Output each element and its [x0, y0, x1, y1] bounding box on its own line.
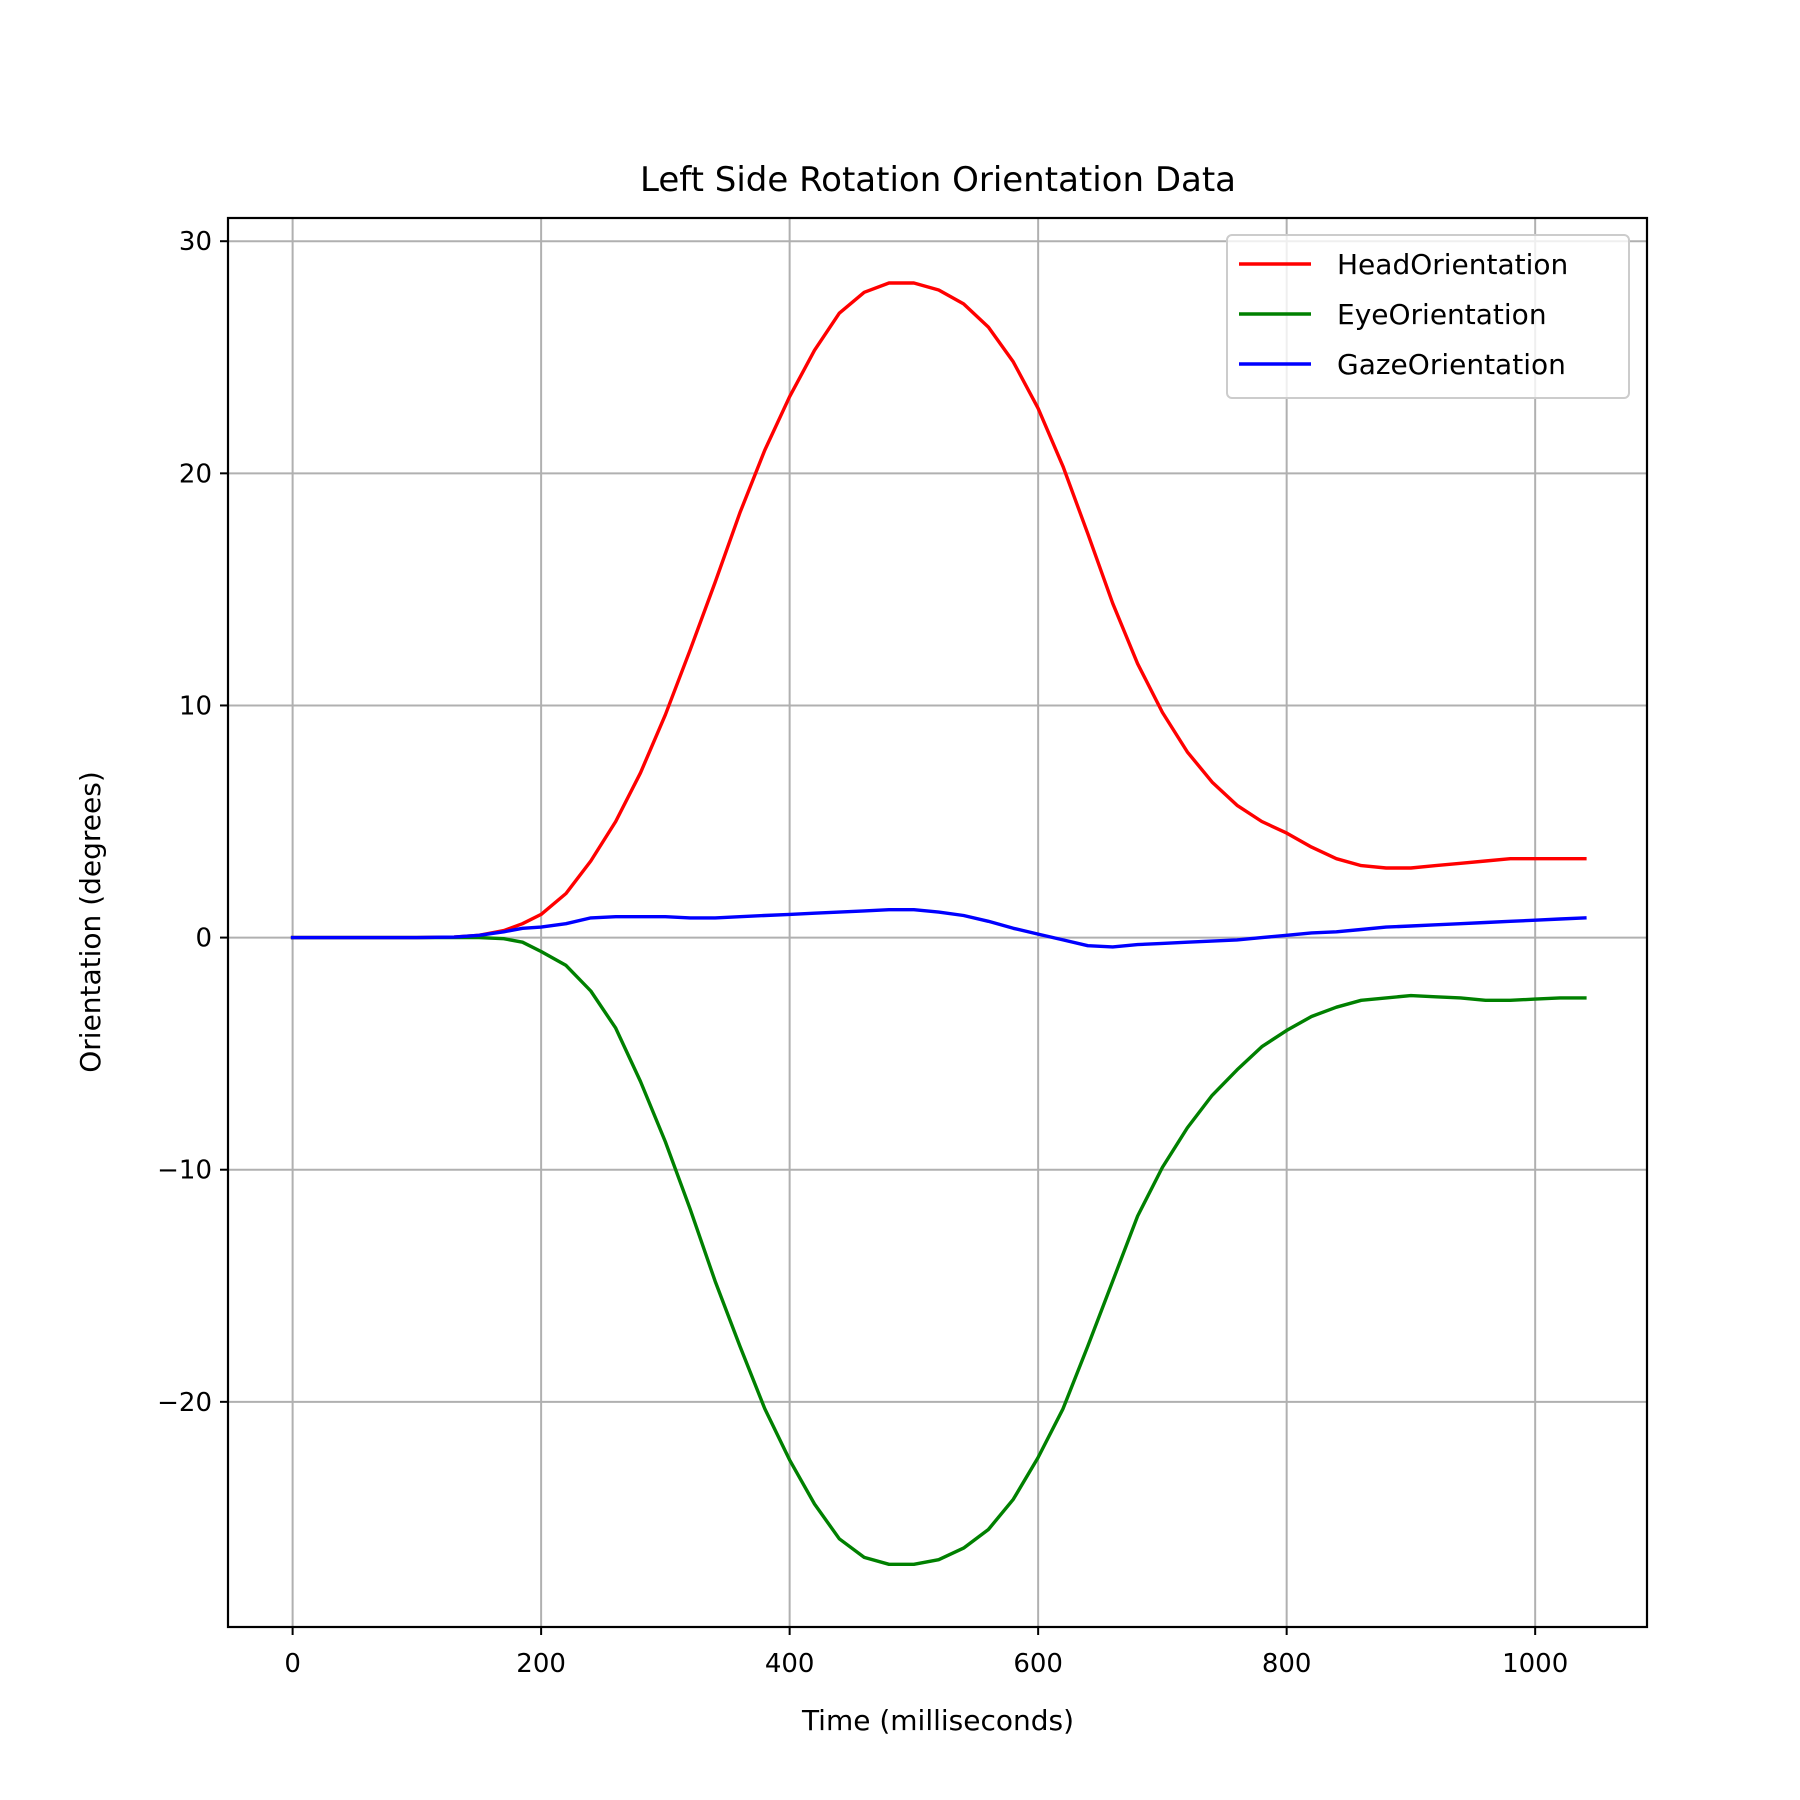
- eye-orientation-legend-label: EyeOrientation: [1337, 298, 1547, 331]
- y-tick-label: 20: [179, 459, 212, 489]
- plot-area-frame: [226, 216, 1649, 1629]
- y-tick-label: 30: [179, 227, 212, 257]
- head-orientation-line: [290, 281, 1587, 940]
- x-tick-label: 800: [1262, 1649, 1312, 1679]
- gaze-orientation-legend-label: GazeOrientation: [1337, 348, 1566, 381]
- eye-orientation-line: [290, 935, 1587, 1566]
- y-tick-label: −20: [157, 1388, 212, 1418]
- x-axis-label: Time (milliseconds): [801, 1704, 1074, 1737]
- head-orientation-legend-label: HeadOrientation: [1337, 248, 1568, 281]
- y-tick-label: −10: [157, 1156, 212, 1186]
- grid-lines: [228, 218, 1647, 1627]
- x-tick-label: 1000: [1502, 1649, 1568, 1679]
- legend: HeadOrientation EyeOrientation GazeOrienta…: [1226, 234, 1630, 399]
- gaze-orientation-line: [290, 908, 1587, 949]
- axis-ticks: 0 200 400 600 800 1000 30 20 10 0 −10 −20: [157, 227, 1568, 1679]
- x-tick-label: 200: [516, 1649, 566, 1679]
- legend-box: [1226, 234, 1630, 399]
- x-tick-label: 400: [765, 1649, 815, 1679]
- y-tick-label: 0: [195, 924, 212, 954]
- y-tick-label: 10: [179, 691, 212, 721]
- chart-title: Left Side Rotation Orientation Data: [640, 160, 1236, 200]
- series-lines: [290, 281, 1587, 1566]
- x-tick-label: 600: [1013, 1649, 1063, 1679]
- x-tick-label: 0: [284, 1649, 301, 1679]
- y-axis-label: Orientation (degrees): [74, 771, 107, 1073]
